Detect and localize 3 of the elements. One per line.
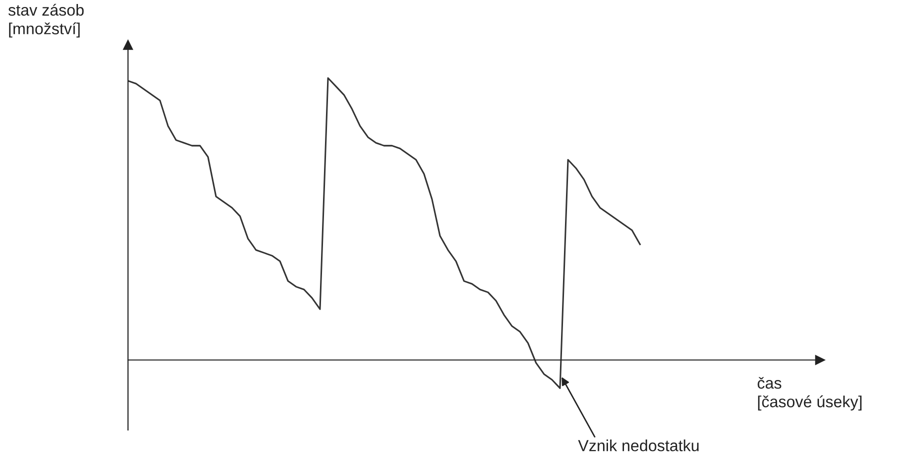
y-axis-title: stav zásob [množství] (8, 4, 84, 38)
text: čas [časové úseky] (758, 376, 862, 410)
text: Vznik nedostatku (578, 440, 699, 452)
